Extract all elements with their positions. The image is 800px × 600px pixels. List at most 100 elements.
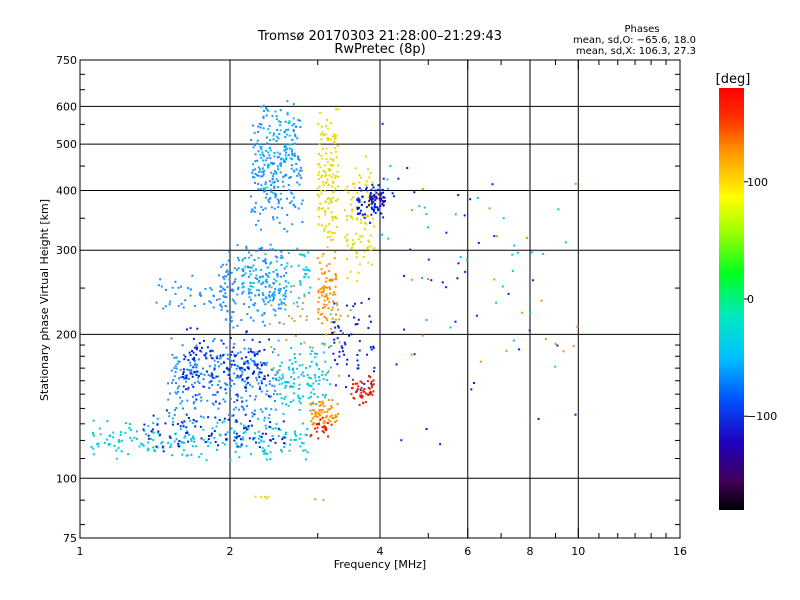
- data-point-x-yellow-upper: [321, 131, 324, 134]
- data-point-x-yellow-upper: [325, 181, 328, 184]
- data-point-mid-cyan: [322, 351, 325, 354]
- data-point-scatter-right-cyan: [381, 233, 383, 236]
- data-point-f-lower-cyan: [226, 286, 229, 288]
- data-point-x-yellow-upper: [325, 158, 328, 160]
- data-point-x-orange-upper: [329, 327, 332, 330]
- data-point-mid-cyan: [309, 346, 312, 349]
- data-point-low-trace-blue: [194, 425, 197, 428]
- data-point-mid-cyan: [282, 376, 285, 379]
- data-point-mid-cyan: [312, 382, 315, 385]
- data-point-f-lower-cyan: [225, 270, 228, 273]
- data-point-f-upper-column: [285, 158, 288, 161]
- data-point-e-region-mid: [229, 366, 232, 368]
- data-point-x-yellow-right: [365, 184, 368, 187]
- data-point-low-trace-cyan: [242, 436, 244, 439]
- data-point-f-lower-cyan: [278, 292, 281, 295]
- data-point-e-region-blue: [245, 330, 248, 333]
- data-point-x-orange-upper: [326, 286, 329, 289]
- data-point-x-yellow-right: [367, 168, 370, 171]
- data-point-low-trace-cyan: [103, 441, 106, 444]
- data-point-f-upper-column: [276, 180, 279, 182]
- data-point-low-trace-cyan: [288, 443, 291, 446]
- data-point-scatter-right-cyan: [454, 213, 457, 216]
- data-point-f-lower-cyan: [280, 254, 283, 257]
- data-point-mid-cyan: [313, 393, 316, 396]
- data-point-olive-mix: [270, 304, 273, 307]
- data-point-x-yellow-right: [366, 247, 369, 250]
- y-tick-label: 75: [63, 532, 77, 545]
- data-point-f-lower-cyan: [264, 259, 267, 262]
- data-point-blue-right-mid: [348, 374, 350, 377]
- data-point-f-lower-cyan: [220, 305, 223, 308]
- data-point-f-lower-cyan: [255, 268, 257, 271]
- data-point-e-region-mid: [273, 348, 276, 351]
- data-point-f-lower-cyan: [254, 277, 257, 280]
- data-point-mid-cyan: [314, 379, 317, 382]
- data-point-f-upper-column: [260, 123, 263, 126]
- data-point-f-lower-light: [269, 299, 271, 302]
- data-point-e-region-mid: [225, 346, 228, 349]
- data-point-f-upper-column: [251, 171, 254, 174]
- data-point-scatter-right-blue: [457, 262, 460, 265]
- data-point-e-region-blue: [251, 338, 254, 341]
- data-point-f-upper-column: [283, 130, 286, 133]
- data-point-scatter-right-cyan: [511, 253, 514, 256]
- data-point-f-upper-column: [253, 206, 256, 209]
- data-point-left-bump: [210, 288, 213, 291]
- data-point-x-yellow-upper: [333, 176, 336, 179]
- data-point-x-orange-upper: [331, 317, 334, 320]
- data-point-olive-mix: [329, 313, 332, 316]
- data-point-mid-cyan: [310, 385, 313, 388]
- data-point-low-trace-cyan: [140, 442, 142, 445]
- data-point-mid-cyan: [277, 354, 280, 357]
- data-point-f-upper-column: [279, 198, 282, 201]
- data-point-f-lower-cyan: [237, 259, 240, 262]
- data-point-olive-mix: [288, 315, 291, 318]
- data-point-e-region-blue: [232, 346, 235, 349]
- data-point-navy-cluster-400: [382, 200, 385, 203]
- data-point-e-region-mid: [276, 393, 279, 396]
- data-point-blue-right-mid: [334, 384, 337, 387]
- data-point-low-trace-blue: [187, 417, 190, 419]
- data-point-e-region-blue: [267, 374, 269, 377]
- data-point-e-region-mid: [255, 379, 258, 382]
- data-point-e-region-mid: [212, 340, 215, 343]
- data-point-e-region-mid: [192, 402, 195, 405]
- data-point-f-lower-cyan: [256, 278, 259, 281]
- data-point-mid-cyan: [297, 397, 300, 399]
- data-point-low-trace-cyan: [129, 429, 132, 431]
- data-point-f-lower-cyan: [250, 292, 253, 294]
- data-point-e-region-blue: [181, 376, 184, 378]
- data-point-f-lower-cyan: [224, 305, 227, 307]
- data-point-blue-right-mid: [353, 316, 356, 319]
- data-point-e-region-mid: [245, 383, 248, 386]
- data-point-low-trace-cyan: [191, 422, 194, 424]
- data-point-f-upper-column: [290, 191, 293, 194]
- data-point-e-region-mid: [193, 364, 196, 367]
- data-point-f-lower-cyan: [276, 256, 279, 259]
- data-point-mid-cyan: [298, 400, 301, 403]
- data-point-x-orange-upper: [328, 270, 331, 273]
- data-point-x-yellow-upper: [324, 164, 327, 167]
- data-point-low-trace-cyan: [146, 449, 149, 452]
- data-point-x-red-low: [360, 391, 363, 394]
- data-point-e-region-blue: [227, 368, 230, 371]
- data-point-left-bump: [169, 300, 172, 303]
- data-point-f-lower-light: [297, 264, 300, 267]
- data-point-mid-cyan: [287, 366, 290, 369]
- data-point-blue-cluster-400: [369, 191, 372, 194]
- data-point-f-upper-column: [293, 196, 295, 199]
- data-point-scatter-right-cyan: [465, 259, 468, 262]
- data-point-blue-cluster-400: [374, 189, 377, 192]
- data-point-scatter-right-orange: [410, 278, 413, 281]
- colorbar-tick-label: 0: [747, 293, 754, 306]
- data-point-f-lower-cyan: [271, 248, 274, 251]
- data-point-f-upper-column: [256, 139, 259, 142]
- data-point-f-upper-column: [274, 194, 277, 197]
- data-point-e-region-mid: [240, 405, 243, 408]
- data-point-x-yellow-right: [366, 190, 369, 193]
- data-point-blue-cluster-400: [361, 213, 364, 216]
- data-point-f-upper-column: [273, 151, 276, 154]
- data-point-low-trace-cyan: [152, 431, 155, 434]
- data-point-blue-right-mid: [356, 354, 359, 356]
